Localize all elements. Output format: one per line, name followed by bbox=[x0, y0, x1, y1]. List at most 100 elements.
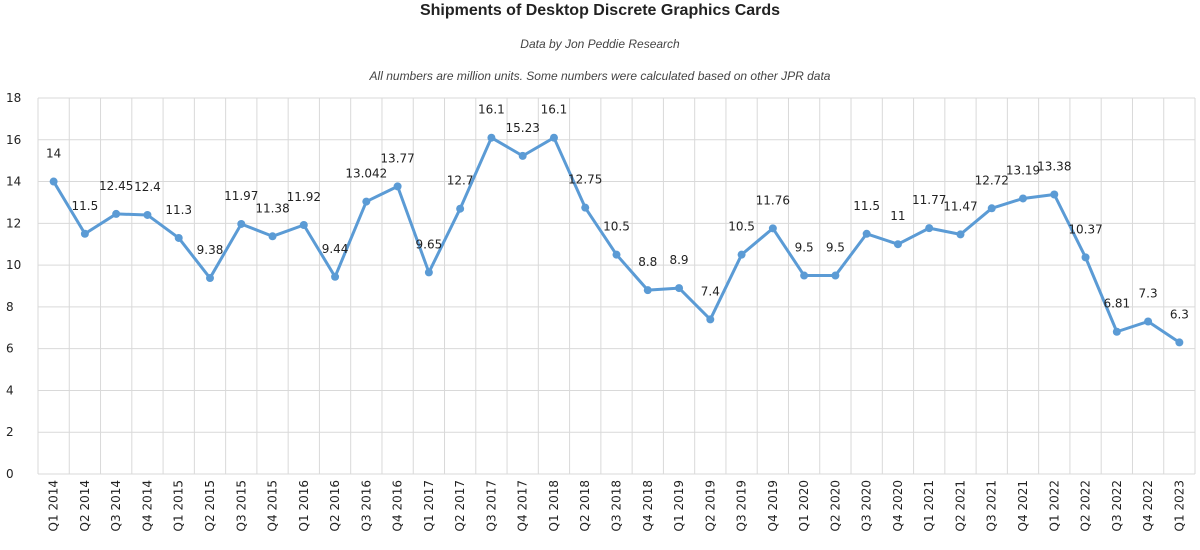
y-tick-label: 18 bbox=[6, 91, 21, 105]
data-label: 8.8 bbox=[638, 255, 657, 269]
data-label: 11.38 bbox=[255, 201, 289, 215]
data-label: 7.4 bbox=[701, 284, 720, 298]
data-point bbox=[768, 224, 777, 233]
data-point bbox=[956, 230, 965, 239]
x-tick-label: Q3 2018 bbox=[610, 480, 624, 531]
data-point bbox=[549, 133, 558, 142]
data-point bbox=[393, 182, 402, 191]
x-tick-label: Q3 2015 bbox=[234, 480, 248, 531]
x-tick-label: Q3 2019 bbox=[735, 480, 749, 531]
data-label: 10.5 bbox=[603, 220, 630, 234]
x-tick-label: Q2 2015 bbox=[203, 480, 217, 531]
data-point bbox=[1112, 327, 1121, 336]
y-tick-label: 16 bbox=[6, 133, 21, 147]
x-tick-label: Q2 2014 bbox=[78, 480, 92, 531]
x-tick-label: Q3 2014 bbox=[109, 480, 123, 531]
data-point bbox=[456, 204, 465, 213]
chart-subtitle: Data by Jon Peddie Research bbox=[520, 37, 680, 51]
x-tick-label: Q1 2019 bbox=[672, 480, 686, 531]
x-tick-label: Q1 2014 bbox=[47, 480, 61, 531]
data-point bbox=[424, 268, 433, 277]
y-tick-label: 6 bbox=[6, 342, 14, 356]
data-label: 16.1 bbox=[541, 103, 568, 117]
x-tick-label: Q3 2020 bbox=[860, 480, 874, 531]
data-label: 6.3 bbox=[1170, 307, 1189, 321]
data-label: 9.38 bbox=[197, 243, 224, 257]
data-point bbox=[80, 229, 89, 238]
x-tick-label: Q3 2016 bbox=[359, 480, 373, 531]
x-tick-label: Q1 2020 bbox=[797, 480, 811, 531]
x-tick-label: Q4 2022 bbox=[1141, 480, 1155, 531]
data-point bbox=[925, 224, 934, 233]
data-label: 11.5 bbox=[853, 199, 880, 213]
x-tick-label: Q1 2016 bbox=[297, 480, 311, 531]
y-tick-label: 0 bbox=[6, 467, 14, 481]
data-label: 11.47 bbox=[943, 199, 977, 213]
x-tick-label: Q2 2021 bbox=[953, 480, 967, 531]
data-point bbox=[49, 177, 58, 186]
data-point bbox=[675, 284, 684, 293]
x-tick-label: Q2 2019 bbox=[703, 480, 717, 531]
data-label: 6.81 bbox=[1103, 297, 1130, 311]
x-tick-label: Q4 2014 bbox=[140, 480, 154, 531]
data-point bbox=[112, 209, 121, 218]
grid-layer bbox=[37, 97, 1196, 475]
x-tick-label: Q1 2018 bbox=[547, 480, 561, 531]
data-point bbox=[518, 151, 527, 160]
y-axis: 0 2 4 6 8 10 12 14 16 18 bbox=[6, 91, 21, 481]
data-point bbox=[581, 203, 590, 212]
chart-title: Shipments of Desktop Discrete Graphics C… bbox=[419, 2, 781, 19]
data-point bbox=[268, 232, 277, 241]
data-label: 12.7 bbox=[447, 174, 474, 188]
data-label: 13.19 bbox=[1006, 163, 1040, 177]
x-tick-label: Q2 2022 bbox=[1079, 480, 1093, 531]
data-point bbox=[174, 233, 183, 242]
data-label: 11.76 bbox=[756, 193, 790, 207]
data-point bbox=[831, 271, 840, 280]
data-label: 9.5 bbox=[795, 241, 814, 255]
data-label: 7.3 bbox=[1139, 287, 1158, 301]
data-label: 12.75 bbox=[568, 173, 602, 187]
data-label: 13.042 bbox=[345, 167, 387, 181]
x-tick-label: Q1 2023 bbox=[1172, 480, 1186, 531]
data-point bbox=[1050, 190, 1059, 199]
x-tick-label: Q1 2022 bbox=[1047, 480, 1061, 531]
data-point bbox=[362, 197, 371, 206]
data-point bbox=[737, 250, 746, 259]
data-point bbox=[893, 240, 902, 249]
x-tick-label: Q4 2016 bbox=[391, 480, 405, 531]
data-label: 11 bbox=[890, 209, 905, 223]
data-label: 8.9 bbox=[669, 253, 688, 267]
y-tick-label: 4 bbox=[6, 383, 14, 397]
x-tick-label: Q1 2017 bbox=[422, 480, 436, 531]
y-tick-label: 14 bbox=[6, 175, 21, 189]
x-tick-label: Q1 2015 bbox=[172, 480, 186, 531]
data-label: 10.37 bbox=[1068, 222, 1102, 236]
data-label: 13.38 bbox=[1037, 160, 1071, 174]
data-point bbox=[800, 271, 809, 280]
x-axis: Q1 2014 Q2 2014 Q3 2014 Q4 2014 Q1 2015 Q2 20… bbox=[47, 480, 1187, 531]
data-label: 13.77 bbox=[380, 151, 414, 165]
data-label: 11.92 bbox=[287, 190, 321, 204]
data-point bbox=[1019, 194, 1028, 203]
y-tick-label: 12 bbox=[6, 216, 21, 230]
data-point bbox=[237, 219, 246, 228]
data-point bbox=[1144, 317, 1153, 326]
data-point bbox=[205, 274, 214, 283]
data-point bbox=[331, 272, 340, 281]
data-label: 12.4 bbox=[134, 180, 161, 194]
x-tick-label: Q2 2018 bbox=[578, 480, 592, 531]
x-tick-label: Q3 2022 bbox=[1110, 480, 1124, 531]
data-label: 9.44 bbox=[322, 242, 349, 256]
chart-note: All numbers are million units. Some numb… bbox=[369, 69, 831, 83]
y-tick-label: 8 bbox=[6, 300, 14, 314]
x-tick-label: Q4 2017 bbox=[516, 480, 530, 531]
x-tick-label: Q4 2020 bbox=[891, 480, 905, 531]
data-point bbox=[706, 315, 715, 324]
x-tick-label: Q3 2021 bbox=[985, 480, 999, 531]
data-label: 15.23 bbox=[506, 121, 540, 135]
y-tick-label: 10 bbox=[6, 258, 21, 272]
data-label: 11.5 bbox=[72, 199, 99, 213]
